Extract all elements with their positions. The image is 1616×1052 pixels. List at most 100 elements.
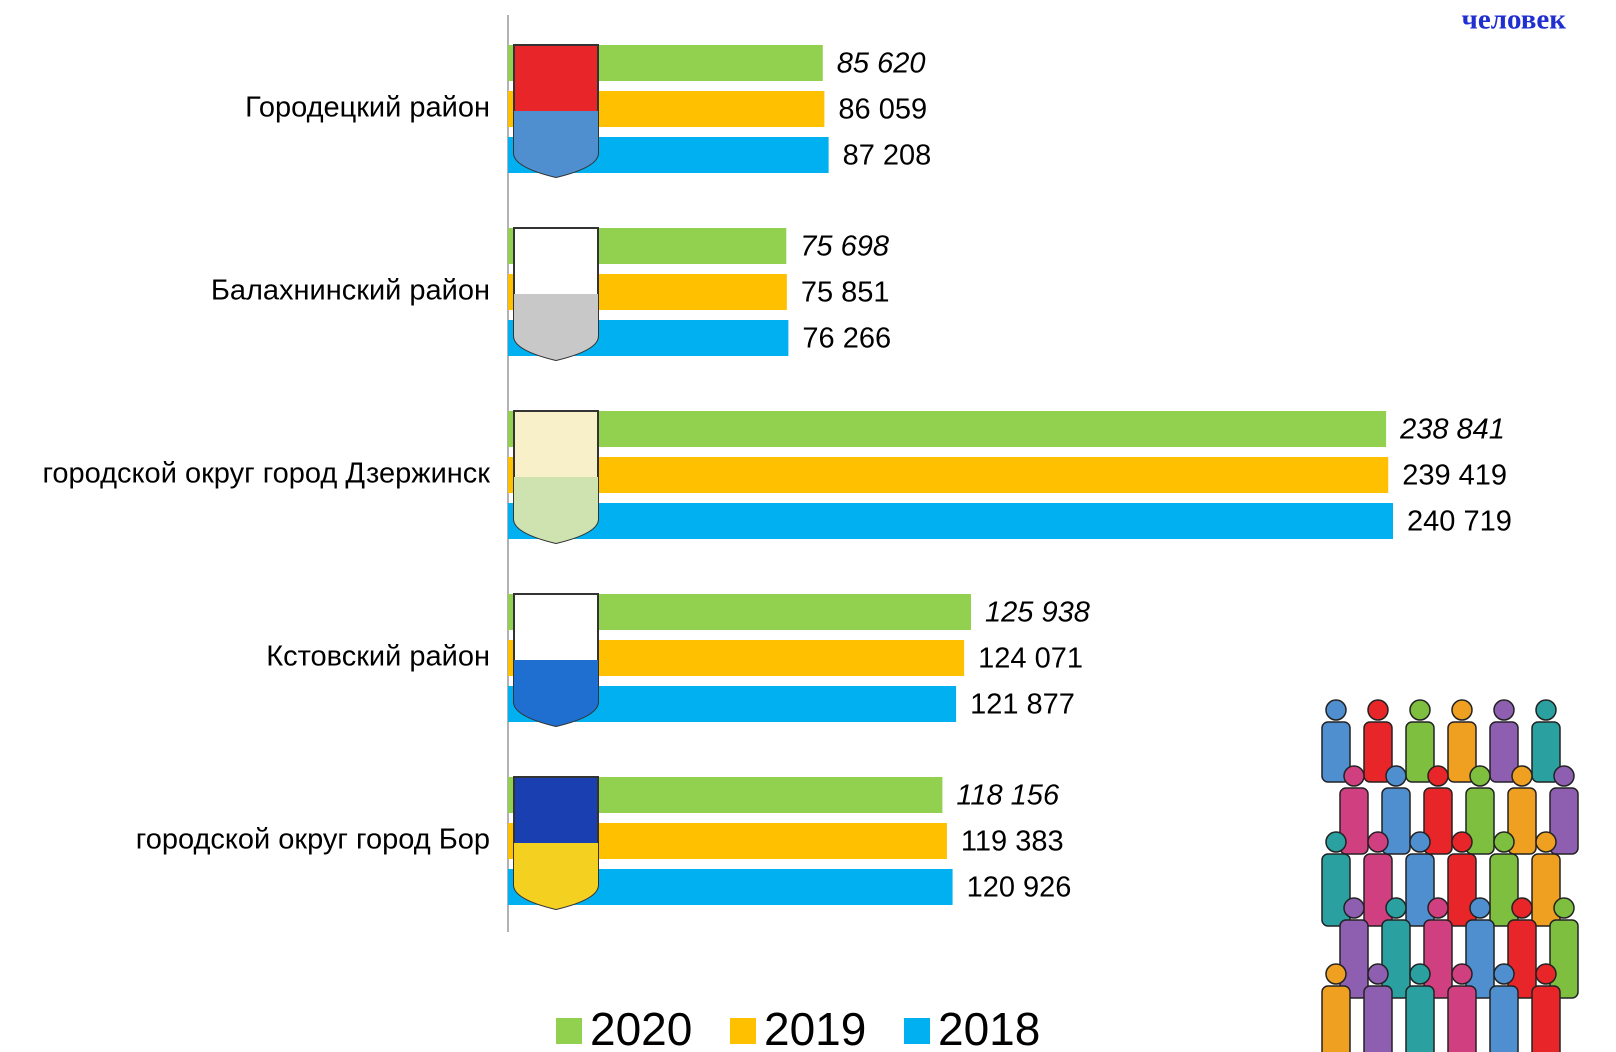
shield-lower (514, 294, 598, 360)
person-body (1405, 853, 1435, 927)
coat-of-arms (513, 776, 599, 911)
person-body (1405, 721, 1435, 783)
unit-label: человек (1461, 4, 1566, 36)
person-head (1367, 831, 1389, 853)
person-head (1451, 963, 1473, 985)
person-body (1531, 985, 1561, 1052)
person-head (1343, 765, 1365, 787)
value-label: 85 620 (837, 48, 926, 80)
value-label: 75 698 (800, 231, 889, 263)
coat-of-arms (513, 44, 599, 179)
person-head (1553, 765, 1575, 787)
legend-swatch (556, 1018, 582, 1044)
person-body (1381, 919, 1411, 999)
person-head (1325, 963, 1347, 985)
person-head (1469, 765, 1491, 787)
person-body (1363, 853, 1393, 927)
person-head (1535, 831, 1557, 853)
person-body (1507, 787, 1537, 855)
legend-swatch (730, 1018, 756, 1044)
shield-lower (514, 660, 598, 726)
value-label: 87 208 (843, 140, 932, 172)
value-label: 118 156 (956, 780, 1060, 812)
person-body (1339, 787, 1369, 855)
value-label: 238 841 (1399, 414, 1505, 446)
person-head (1409, 699, 1431, 721)
category-label: Балахнинский район (211, 275, 490, 307)
person-body (1489, 721, 1519, 783)
value-label: 120 926 (967, 872, 1072, 904)
shield-lower (514, 111, 598, 177)
value-label: 119 383 (961, 826, 1064, 858)
person-head (1451, 831, 1473, 853)
value-label: 86 059 (838, 94, 927, 126)
decor (1321, 699, 1579, 1052)
person-head (1511, 765, 1533, 787)
person-body (1381, 787, 1411, 855)
value-label: 125 938 (985, 597, 1090, 629)
category-label: городской округ город Бор (136, 824, 490, 856)
person-body (1465, 919, 1495, 999)
person-body (1447, 721, 1477, 783)
person-head (1427, 765, 1449, 787)
value-label: 121 877 (970, 689, 1075, 721)
person-head (1409, 831, 1431, 853)
person-head (1493, 831, 1515, 853)
person-head (1367, 699, 1389, 721)
coat-of-arms (513, 227, 599, 362)
person-body (1507, 919, 1537, 999)
person-body (1423, 787, 1453, 855)
value-label: 75 851 (801, 277, 890, 309)
person-head (1535, 963, 1557, 985)
person-head (1385, 897, 1407, 919)
person-body (1549, 787, 1579, 855)
value-label: 124 071 (978, 643, 1083, 675)
category-label: Городецкий район (245, 92, 490, 124)
bar (508, 503, 1393, 539)
value-label: 76 266 (802, 323, 891, 355)
legend-swatch (904, 1018, 930, 1044)
person-head (1367, 963, 1389, 985)
person-body (1447, 985, 1477, 1052)
person-head (1553, 897, 1575, 919)
category-label: Кстовский район (266, 641, 490, 673)
person-body (1321, 721, 1351, 783)
person-head (1493, 963, 1515, 985)
person-body (1423, 919, 1453, 999)
person-head (1511, 897, 1533, 919)
legend-label: 2019 (764, 1003, 866, 1052)
person-body (1531, 721, 1561, 783)
person-body (1465, 787, 1495, 855)
person-body (1549, 919, 1579, 999)
person-head (1343, 897, 1365, 919)
person-body (1489, 853, 1519, 927)
person-body (1339, 919, 1369, 999)
bar (508, 457, 1389, 493)
person-head (1325, 699, 1347, 721)
coat-of-arms (513, 410, 599, 545)
shield-lower (514, 843, 598, 909)
category-label: городской округ город Дзержинск (42, 458, 490, 490)
bar (508, 411, 1387, 447)
person-head (1385, 765, 1407, 787)
legend-label: 2020 (590, 1003, 692, 1052)
value-label: 240 719 (1407, 506, 1512, 538)
person-body (1489, 985, 1519, 1052)
value-label: 239 419 (1402, 460, 1507, 492)
person-head (1469, 897, 1491, 919)
person-head (1535, 699, 1557, 721)
legend-label: 2018 (938, 1003, 1040, 1052)
person-body (1447, 853, 1477, 927)
person-body (1363, 985, 1393, 1052)
person-head (1409, 963, 1431, 985)
person-body (1405, 985, 1435, 1052)
person-body (1531, 853, 1561, 927)
person-head (1493, 699, 1515, 721)
person-head (1427, 897, 1449, 919)
person-head (1325, 831, 1347, 853)
coat-of-arms (513, 593, 599, 728)
person-head (1451, 699, 1473, 721)
person-body (1321, 985, 1351, 1052)
person-body (1321, 853, 1351, 927)
